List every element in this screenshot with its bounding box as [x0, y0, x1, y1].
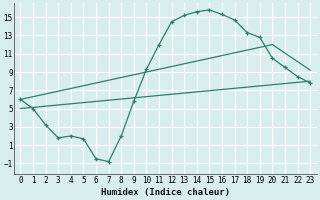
X-axis label: Humidex (Indice chaleur): Humidex (Indice chaleur) — [101, 188, 230, 197]
